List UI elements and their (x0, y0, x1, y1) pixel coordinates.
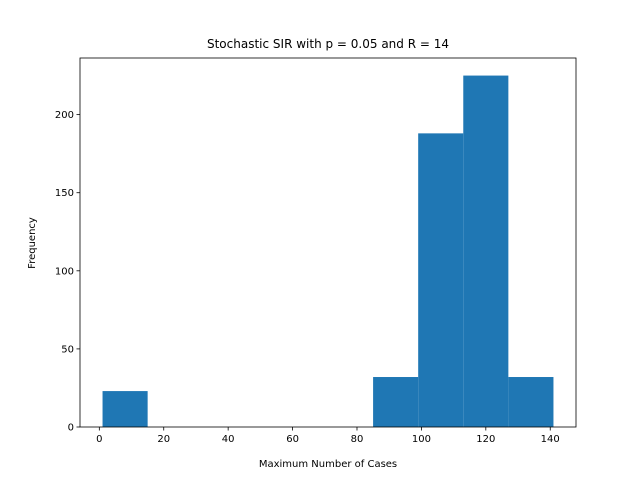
bar (463, 75, 509, 428)
x-tick-label: 20 (157, 434, 170, 445)
bar (373, 377, 419, 427)
x-tick-label: 80 (351, 434, 364, 445)
bar (418, 133, 464, 427)
plot-frame (79, 57, 577, 428)
x-tick-label: 40 (222, 434, 235, 445)
bar (508, 377, 554, 427)
y-tick-label: 150 (55, 188, 74, 199)
x-tick-label: 140 (541, 434, 560, 445)
y-tick-label: 0 (68, 423, 74, 434)
y-axis-label: Frequency (27, 217, 38, 269)
x-tick-label: 120 (476, 434, 495, 445)
chart-title: Stochastic SIR with p = 0.05 and R = 14 (207, 37, 449, 51)
y-tick-label: 100 (55, 266, 74, 277)
x-tick-label: 0 (96, 434, 102, 445)
bar (102, 391, 148, 427)
y-tick-label: 200 (55, 110, 74, 121)
x-axis-label: Maximum Number of Cases (259, 459, 397, 470)
x-tick-label: 100 (412, 434, 431, 445)
y-tick-label: 50 (61, 344, 74, 355)
x-tick-label: 60 (286, 434, 299, 445)
